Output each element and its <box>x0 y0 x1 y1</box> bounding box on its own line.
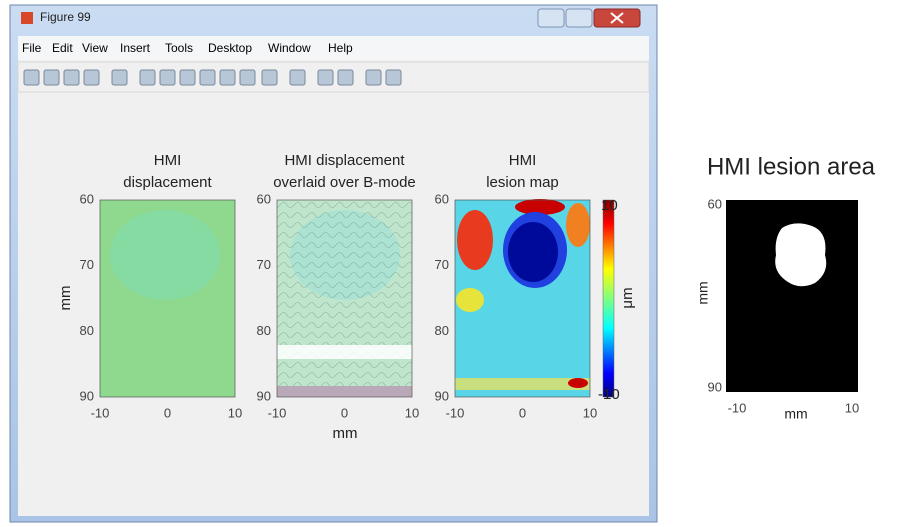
y-tick-label: 70 <box>80 257 94 272</box>
toolbar-button[interactable] <box>220 70 235 85</box>
x-tick-label: 10 <box>583 405 597 420</box>
toolbar-button[interactable] <box>64 70 79 85</box>
y-tick-label: 90 <box>708 379 722 394</box>
colorbar-tick-label: -10 <box>598 386 620 403</box>
menu-item[interactable]: Edit <box>52 41 73 55</box>
page: Figure 99 File Edit View Insert Tools Desktop… <box>0 0 904 527</box>
lesion-map-hot <box>568 378 588 388</box>
app-icon <box>21 12 33 24</box>
x-tick-label: 10 <box>228 405 242 420</box>
x-tick-label: 0 <box>164 405 171 420</box>
panel-title: overlaid over B-mode <box>273 174 416 191</box>
y-tick-label: 60 <box>435 191 449 206</box>
lesion-map-core <box>508 222 558 282</box>
y-tick-label: 80 <box>435 323 449 338</box>
bmode-texture <box>277 200 412 397</box>
toolbar-button[interactable] <box>24 70 39 85</box>
toolbar-button[interactable] <box>338 70 353 85</box>
x-tick-label: 10 <box>845 400 859 415</box>
y-tick-label: 80 <box>80 323 94 338</box>
minimize-button[interactable] <box>538 9 564 27</box>
menu-item[interactable]: Insert <box>120 41 151 55</box>
colorbar-tick-label: 10 <box>601 197 618 214</box>
toolbar-button[interactable] <box>200 70 215 85</box>
x-tick-label: -10 <box>728 400 747 415</box>
colorbar <box>603 200 614 397</box>
window-title: Figure 99 <box>40 10 91 24</box>
menu-item[interactable]: View <box>82 41 108 55</box>
panel-title: HMI displacement <box>284 152 405 169</box>
x-axis-label: mm <box>333 425 358 442</box>
toolbar-button[interactable] <box>386 70 401 85</box>
toolbar-button[interactable] <box>318 70 333 85</box>
heatmap-blob <box>110 210 220 300</box>
panel-title: HMI <box>154 152 182 169</box>
lesion-area-mask <box>775 223 826 286</box>
menu-item[interactable]: Help <box>328 41 353 55</box>
x-tick-label: 0 <box>341 405 348 420</box>
toolbar-button[interactable] <box>240 70 255 85</box>
colorbar-label: μm <box>619 287 636 308</box>
toolbar-button[interactable] <box>262 70 277 85</box>
y-tick-label: 60 <box>80 191 94 206</box>
panel-title: displacement <box>123 174 212 191</box>
y-tick-label: 80 <box>257 323 271 338</box>
panel-title: HMI <box>509 152 537 169</box>
lesion-map-warm <box>456 288 484 312</box>
menu-item[interactable]: Window <box>268 41 311 55</box>
y-tick-label: 90 <box>435 388 449 403</box>
menu-item[interactable]: File <box>22 41 42 55</box>
bmode-bright-band <box>277 345 412 359</box>
x-tick-label: -10 <box>446 405 465 420</box>
panel-title: lesion map <box>486 174 559 191</box>
maximize-button[interactable] <box>566 9 592 27</box>
toolbar-button[interactable] <box>140 70 155 85</box>
x-tick-label: 10 <box>405 405 419 420</box>
y-tick-label: 60 <box>708 196 722 211</box>
y-tick-label: 90 <box>257 388 271 403</box>
toolbar-button[interactable] <box>180 70 195 85</box>
toolbar-button[interactable] <box>112 70 127 85</box>
menu-item[interactable]: Desktop <box>208 41 252 55</box>
toolbar-button[interactable] <box>160 70 175 85</box>
toolbar-button[interactable] <box>366 70 381 85</box>
y-tick-label: 60 <box>257 191 271 206</box>
lesion-map-hot <box>457 210 493 270</box>
toolbar-button[interactable] <box>290 70 305 85</box>
toolbar-button[interactable] <box>44 70 59 85</box>
lesion-area-title: HMI lesion area <box>707 153 876 180</box>
x-tick-label: 0 <box>519 405 526 420</box>
y-tick-label: 70 <box>257 257 271 272</box>
x-tick-label: -10 <box>268 405 287 420</box>
toolbar-button[interactable] <box>84 70 99 85</box>
menu-item[interactable]: Tools <box>165 41 193 55</box>
bmode-bottom-band <box>277 386 412 397</box>
y-axis-label: mm <box>57 286 74 311</box>
x-axis-label: mm <box>784 406 807 422</box>
x-tick-label: -10 <box>91 405 110 420</box>
y-tick-label: 70 <box>435 257 449 272</box>
y-tick-label: 90 <box>80 388 94 403</box>
lesion-map-hot <box>566 203 590 247</box>
screen: Figure 99 File Edit View Insert Tools Desktop… <box>0 0 904 527</box>
y-axis-label: mm <box>695 281 711 304</box>
